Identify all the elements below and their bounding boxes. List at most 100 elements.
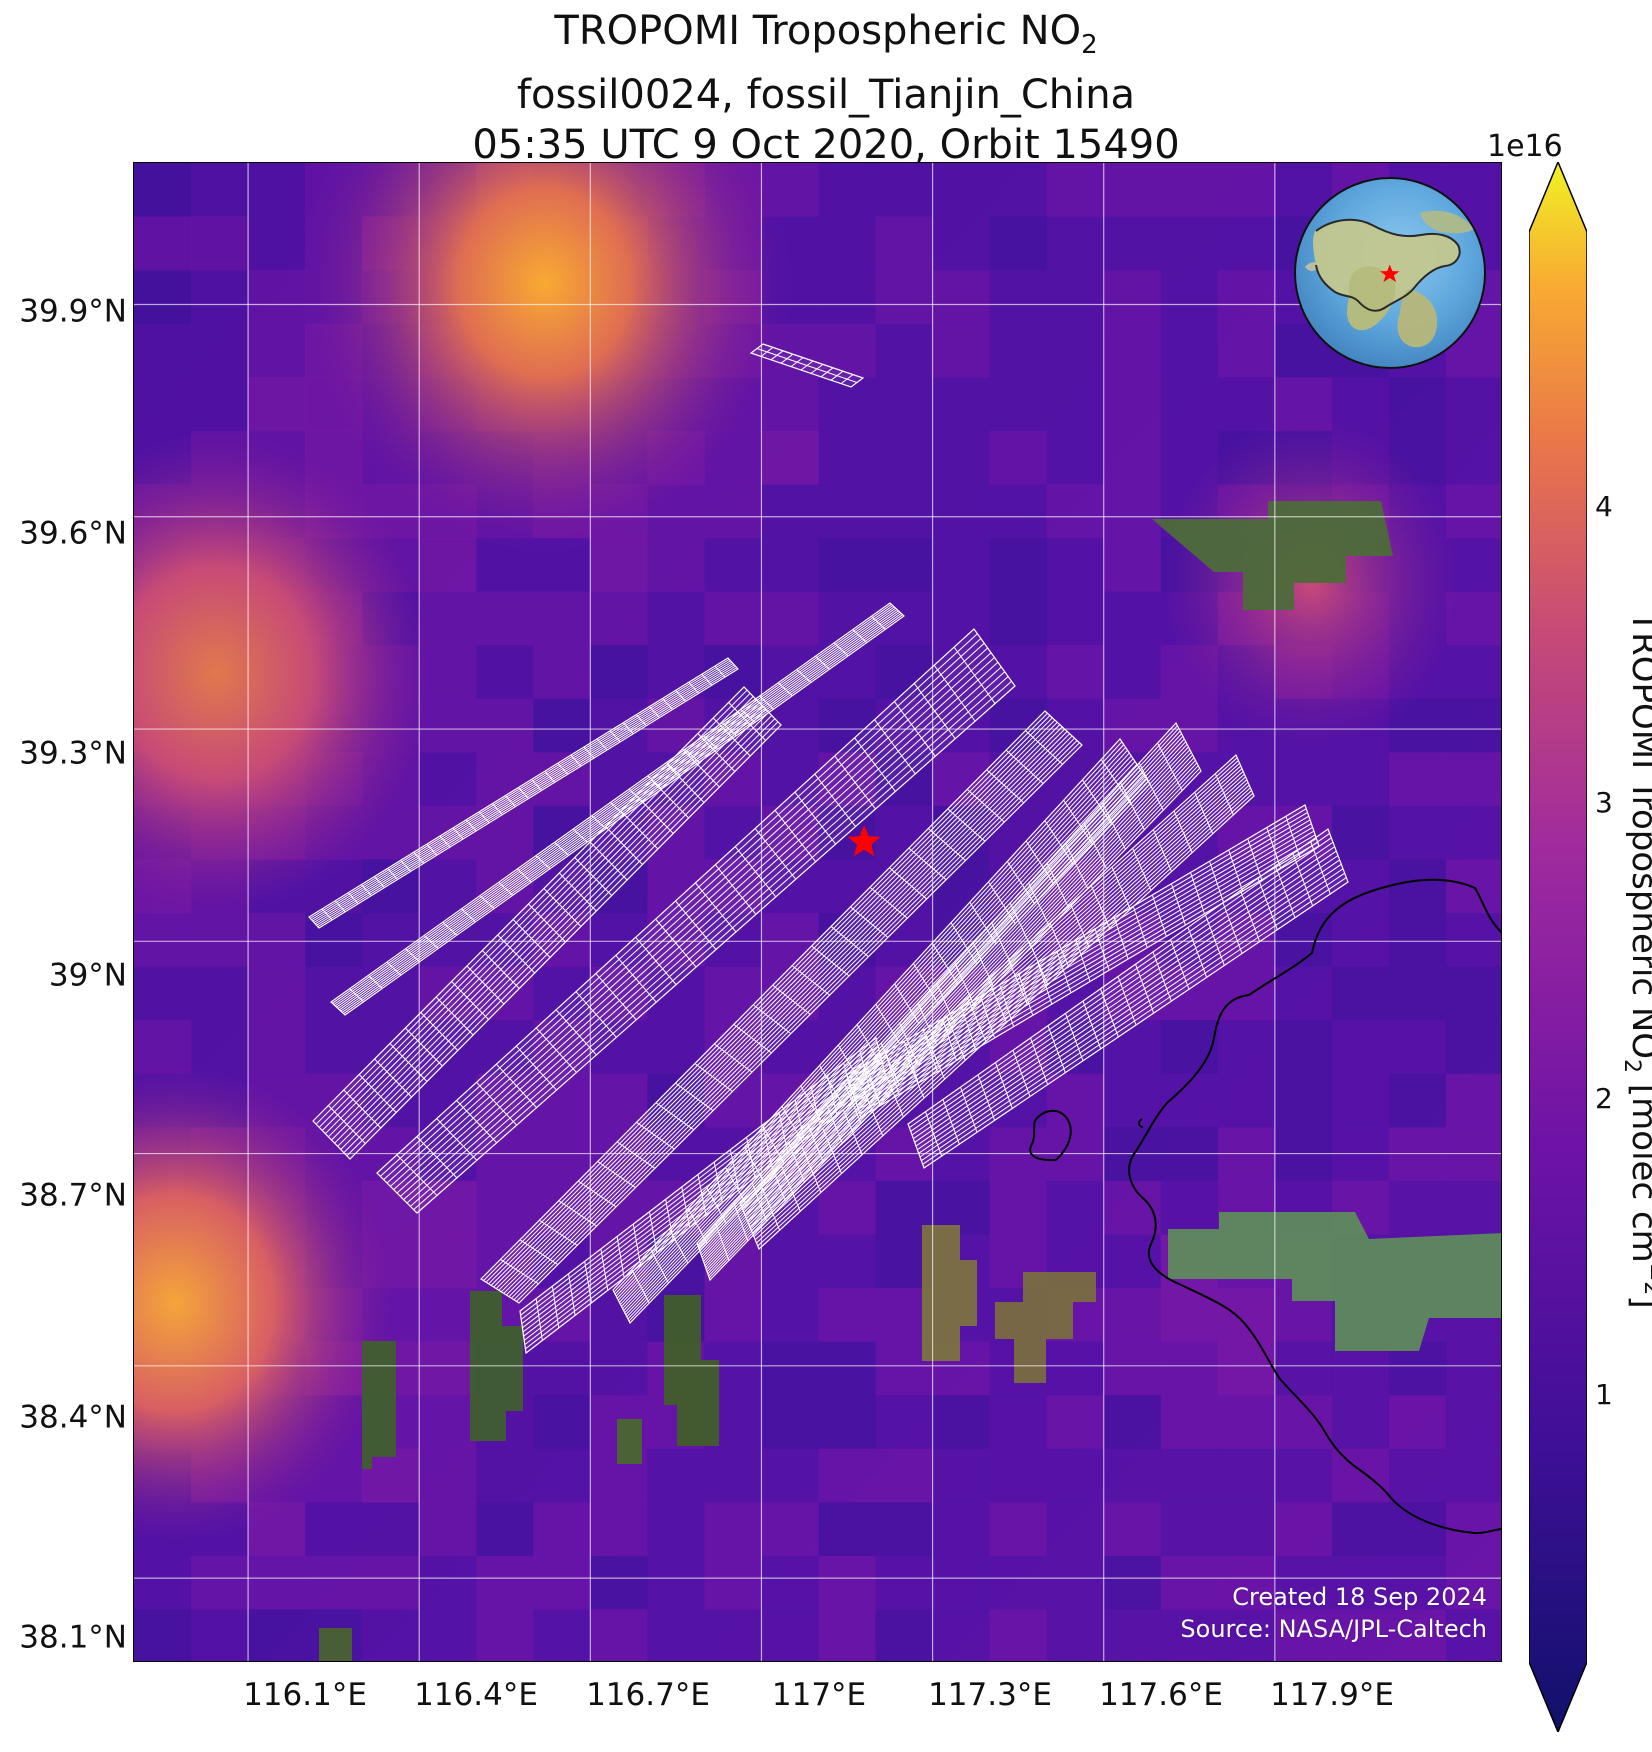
- strip-b-row-line: [332, 603, 892, 1004]
- small-strip-row-line: [756, 348, 858, 383]
- strip-d-row-line: [386, 642, 985, 1184]
- strip-e-row-line: [483, 712, 1048, 1281]
- strip-j-row-line: [917, 859, 1340, 1151]
- strip-b-row-line: [333, 605, 894, 1006]
- strip-g-row-line: [700, 735, 1184, 1254]
- strip-e-row-line: [503, 731, 1068, 1294]
- colorbar-label: TROPOMI Tropospheric NO2 [molec cm−2]: [1618, 611, 1652, 1308]
- strip-c-row-line: [324, 699, 757, 1135]
- strip-h: [739, 753, 1255, 1251]
- strip-e-row-line: [495, 724, 1061, 1289]
- strip-e-col-line: [500, 1258, 539, 1285]
- map-panel: Created 18 Sep 2024 Source: NASA/JPL-Cal…: [133, 162, 1502, 1662]
- strip-i-col-line: [1151, 894, 1167, 937]
- strip-f-row-line: [613, 741, 1123, 1293]
- strip-j-row-line: [914, 850, 1337, 1143]
- strip-i-row-line: [850, 815, 1310, 1087]
- colorbar-tick-2: 2: [1595, 1082, 1613, 1115]
- strip-e-col-line: [752, 1004, 792, 1035]
- strip-e-col-line: [539, 1219, 578, 1246]
- strip-e-row-line: [511, 737, 1075, 1299]
- strip-d-row-line: [403, 666, 1002, 1201]
- strip-j-row-line: [910, 837, 1332, 1132]
- strip-a-row-line: [316, 665, 736, 926]
- strip-c-row-line: [315, 689, 748, 1125]
- strip-g-row-line: [704, 751, 1192, 1266]
- strip-h-col-line: [760, 1184, 781, 1231]
- strip-e-col-line: [772, 984, 811, 1015]
- strip-g-row-line: [698, 727, 1180, 1248]
- small-strip: [749, 343, 865, 388]
- strip-h-col-line: [842, 1109, 863, 1155]
- strip-k-row-line: [520, 1041, 878, 1316]
- marker-layer: [847, 824, 881, 857]
- india-landmass: [1347, 266, 1396, 331]
- strip-e-col-line: [850, 906, 889, 938]
- strip-i-row-line: [848, 808, 1307, 1080]
- strip-a-row-line: [313, 663, 734, 923]
- siberia-landmass: [1420, 210, 1474, 234]
- strip-h-row-line: [745, 768, 1243, 1219]
- strip-a-row-line: [309, 658, 730, 919]
- strip-e-col-line: [830, 926, 869, 958]
- strip-e-col-line: [655, 1102, 695, 1131]
- strip-b-row-line: [337, 609, 898, 1009]
- strip-f-row-line: [617, 752, 1130, 1301]
- title-block: TROPOMI Tropospheric NO2 fossil0024, fos…: [0, 6, 1652, 170]
- strip-b-row-line: [341, 612, 902, 1013]
- strip-b-row-line: [334, 606, 895, 1007]
- strip-d-row-line: [379, 633, 978, 1177]
- colorbar-tick-3: 3: [1595, 786, 1613, 819]
- strip-h-col-line: [1111, 866, 1131, 910]
- strip-k-row-line: [523, 1061, 883, 1337]
- strip-h-row-line: [754, 787, 1251, 1241]
- tropomi-footprint-overlay: [308, 343, 1349, 1355]
- strip-i-row-line: [856, 834, 1316, 1106]
- strip-h-col-line: [925, 1034, 946, 1080]
- strip-c-row-line: [328, 702, 760, 1138]
- strip-h-col-line: [1090, 885, 1111, 929]
- strip-e-col-line: [714, 1043, 753, 1073]
- x-tick-116-4: 116.4°E: [414, 1677, 538, 1713]
- strip-f-row-line: [616, 749, 1128, 1299]
- strip-c-row-line: [340, 715, 773, 1150]
- strip-h-row-line: [749, 776, 1246, 1228]
- strip-d-row-line: [413, 680, 1012, 1211]
- strip-c-row-line: [318, 692, 751, 1128]
- colorbar: [1529, 162, 1587, 1732]
- y-tick-39-3: 39.3°N: [19, 735, 127, 772]
- strip-e-col-line: [811, 945, 850, 977]
- strip-e-col-line: [558, 1200, 597, 1227]
- colorbar-tick-4: 4: [1595, 490, 1613, 523]
- strip-e-col-line: [908, 847, 947, 881]
- strip-k-row-line: [522, 1053, 881, 1329]
- strip-d-row-line: [389, 647, 989, 1187]
- strip-i-row-line: [858, 838, 1317, 1110]
- strip-e-row-line: [490, 719, 1056, 1286]
- strip-e-col-line: [986, 769, 1025, 804]
- strip-c: [312, 686, 782, 1160]
- strip-d-row-line: [393, 652, 992, 1191]
- strip-b-row-line: [336, 607, 896, 1008]
- strip-e-row-line: [488, 717, 1053, 1285]
- strip-e-col-line: [519, 1239, 559, 1265]
- strip-i-row-line: [854, 826, 1313, 1099]
- strip-e-row-line: [505, 733, 1071, 1296]
- strip-j-row-line: [921, 872, 1345, 1162]
- strip-g-row-line: [702, 743, 1188, 1260]
- y-tick-39-9: 39.9°N: [19, 293, 127, 330]
- strip-h-col-line: [1049, 922, 1069, 967]
- strip-h-col-line: [1173, 810, 1193, 853]
- strip-d-row-line: [399, 661, 999, 1197]
- strip-e-col-line: [675, 1082, 714, 1111]
- strip-d-row-line: [409, 676, 1009, 1207]
- strip-i-col-line: [1170, 883, 1186, 926]
- strip-h-col-line: [987, 978, 1007, 1023]
- strip-g-row-line: [703, 749, 1191, 1264]
- strip-d: [376, 628, 1016, 1214]
- strip-e-col-line: [733, 1023, 772, 1054]
- strip-a-row-line: [311, 660, 731, 921]
- strip-g-row-line: [708, 767, 1200, 1279]
- strip-e-col-line: [636, 1121, 675, 1150]
- strip-j: [907, 828, 1349, 1169]
